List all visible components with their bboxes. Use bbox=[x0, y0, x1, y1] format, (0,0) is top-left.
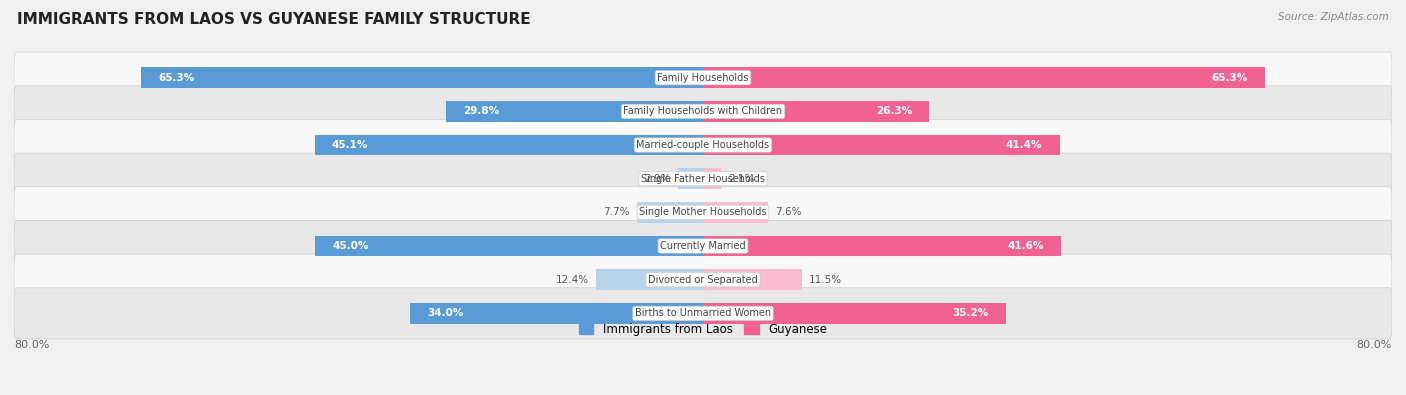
Text: Source: ZipAtlas.com: Source: ZipAtlas.com bbox=[1278, 12, 1389, 22]
Bar bbox=[315, 135, 703, 156]
Bar bbox=[703, 67, 1265, 88]
Text: 45.1%: 45.1% bbox=[332, 140, 368, 150]
Text: 45.0%: 45.0% bbox=[333, 241, 368, 251]
FancyBboxPatch shape bbox=[14, 153, 1392, 204]
Text: 26.3%: 26.3% bbox=[876, 106, 912, 117]
FancyBboxPatch shape bbox=[14, 254, 1392, 305]
Text: Single Mother Households: Single Mother Households bbox=[640, 207, 766, 217]
Bar bbox=[596, 269, 703, 290]
Text: 2.9%: 2.9% bbox=[644, 174, 671, 184]
Text: Single Father Households: Single Father Households bbox=[641, 174, 765, 184]
Text: 11.5%: 11.5% bbox=[808, 275, 842, 285]
Bar bbox=[703, 269, 801, 290]
Bar bbox=[411, 303, 703, 324]
Text: 12.4%: 12.4% bbox=[557, 275, 589, 285]
Bar bbox=[703, 303, 1007, 324]
Text: Married-couple Households: Married-couple Households bbox=[637, 140, 769, 150]
Text: 7.6%: 7.6% bbox=[775, 207, 801, 217]
FancyBboxPatch shape bbox=[14, 220, 1392, 272]
Bar bbox=[703, 202, 769, 223]
Bar bbox=[703, 235, 1062, 256]
Bar bbox=[703, 101, 929, 122]
Text: Family Households with Children: Family Households with Children bbox=[623, 106, 783, 117]
Text: Divorced or Separated: Divorced or Separated bbox=[648, 275, 758, 285]
Text: 80.0%: 80.0% bbox=[14, 340, 49, 350]
FancyBboxPatch shape bbox=[14, 187, 1392, 238]
Text: 29.8%: 29.8% bbox=[464, 106, 499, 117]
Text: 65.3%: 65.3% bbox=[157, 73, 194, 83]
Text: 2.1%: 2.1% bbox=[728, 174, 755, 184]
Bar bbox=[637, 202, 703, 223]
Text: Births to Unmarried Women: Births to Unmarried Women bbox=[636, 308, 770, 318]
Text: 35.2%: 35.2% bbox=[953, 308, 988, 318]
Text: 34.0%: 34.0% bbox=[427, 308, 464, 318]
Bar bbox=[703, 168, 721, 189]
Text: 7.7%: 7.7% bbox=[603, 207, 630, 217]
Text: 41.4%: 41.4% bbox=[1005, 140, 1042, 150]
Bar bbox=[446, 101, 703, 122]
Text: 65.3%: 65.3% bbox=[1212, 73, 1249, 83]
Text: Family Households: Family Households bbox=[658, 73, 748, 83]
Text: Currently Married: Currently Married bbox=[661, 241, 745, 251]
Bar bbox=[703, 135, 1060, 156]
FancyBboxPatch shape bbox=[14, 288, 1392, 339]
Legend: Immigrants from Laos, Guyanese: Immigrants from Laos, Guyanese bbox=[574, 318, 832, 341]
Text: 41.6%: 41.6% bbox=[1008, 241, 1045, 251]
FancyBboxPatch shape bbox=[14, 119, 1392, 171]
Text: IMMIGRANTS FROM LAOS VS GUYANESE FAMILY STRUCTURE: IMMIGRANTS FROM LAOS VS GUYANESE FAMILY … bbox=[17, 12, 530, 27]
FancyBboxPatch shape bbox=[14, 86, 1392, 137]
Text: 80.0%: 80.0% bbox=[1357, 340, 1392, 350]
FancyBboxPatch shape bbox=[14, 52, 1392, 103]
Bar bbox=[678, 168, 703, 189]
Bar bbox=[315, 235, 703, 256]
Bar bbox=[141, 67, 703, 88]
